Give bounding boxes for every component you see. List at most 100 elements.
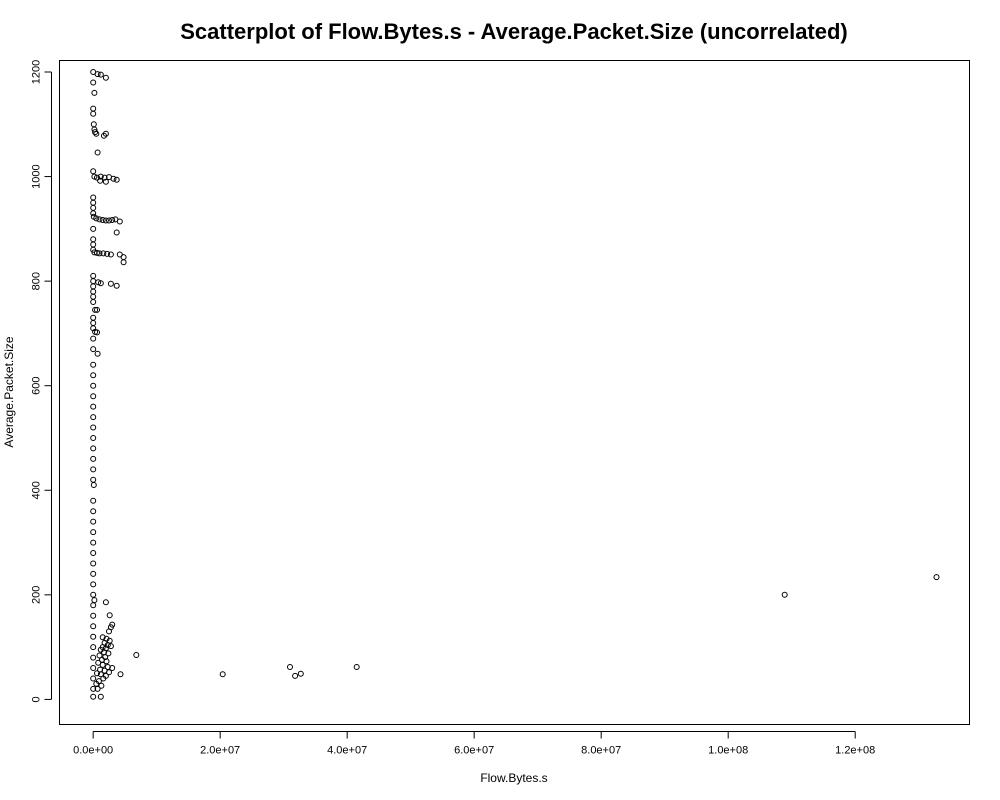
data-point bbox=[90, 508, 97, 515]
data-point bbox=[90, 346, 97, 353]
data-point bbox=[90, 539, 97, 546]
y-tick-label: 0 bbox=[31, 696, 43, 702]
data-point bbox=[90, 288, 97, 295]
data-point bbox=[287, 664, 293, 670]
data-point bbox=[97, 693, 104, 700]
x-axis-label: Flow.Bytes.s bbox=[480, 771, 547, 785]
data-point bbox=[90, 79, 97, 86]
data-point bbox=[90, 476, 97, 483]
data-point bbox=[781, 591, 788, 598]
data-point bbox=[90, 278, 97, 285]
data-point bbox=[93, 215, 100, 222]
data-point bbox=[90, 482, 97, 488]
data-point bbox=[90, 414, 97, 421]
data-point bbox=[90, 393, 97, 400]
data-point bbox=[90, 320, 97, 326]
data-point bbox=[90, 654, 97, 661]
data-point bbox=[90, 110, 97, 117]
data-point bbox=[90, 602, 97, 609]
data-point bbox=[90, 272, 97, 279]
x-tick-label: 1.2e+08 bbox=[835, 745, 875, 757]
data-point bbox=[110, 175, 117, 182]
x-tick-label: 2.0e+07 bbox=[200, 745, 240, 757]
data-point bbox=[98, 682, 105, 689]
data-point bbox=[90, 591, 97, 598]
data-point bbox=[100, 675, 107, 682]
data-point bbox=[90, 581, 97, 588]
y-tick-label: 600 bbox=[31, 377, 43, 395]
data-point bbox=[90, 314, 97, 321]
data-point bbox=[90, 241, 97, 248]
data-point bbox=[90, 293, 97, 300]
y-axis-label: Average.Packet.Size bbox=[2, 336, 16, 448]
data-point bbox=[90, 560, 97, 567]
data-point bbox=[90, 455, 97, 462]
data-point bbox=[133, 652, 140, 658]
data-points bbox=[90, 69, 940, 700]
data-point bbox=[90, 685, 97, 692]
data-point bbox=[94, 71, 101, 78]
x-tick-label: 0.0e+00 bbox=[73, 745, 113, 757]
data-point bbox=[90, 382, 97, 389]
data-point bbox=[94, 685, 101, 692]
data-point bbox=[90, 497, 97, 504]
data-point bbox=[106, 612, 113, 619]
y-tick-label: 800 bbox=[31, 272, 43, 290]
data-point bbox=[99, 217, 106, 223]
data-point bbox=[90, 633, 97, 640]
data-point bbox=[90, 518, 97, 525]
y-tick-label: 200 bbox=[31, 586, 43, 604]
data-point bbox=[107, 280, 114, 287]
data-point bbox=[292, 672, 299, 679]
data-point bbox=[102, 178, 109, 185]
data-point bbox=[94, 350, 101, 357]
data-point bbox=[105, 650, 112, 657]
data-point bbox=[94, 306, 100, 313]
data-point bbox=[101, 132, 107, 139]
data-point bbox=[106, 628, 112, 635]
data-point bbox=[353, 664, 360, 670]
x-tick-label: 1.0e+08 bbox=[708, 745, 748, 757]
data-point bbox=[90, 283, 97, 290]
data-point bbox=[113, 282, 120, 289]
data-point bbox=[120, 254, 127, 261]
data-point bbox=[90, 665, 97, 671]
data-point bbox=[90, 675, 97, 682]
data-point bbox=[90, 194, 97, 201]
data-point bbox=[90, 403, 97, 410]
data-point bbox=[90, 225, 97, 232]
data-point bbox=[109, 665, 116, 671]
data-point bbox=[117, 671, 124, 678]
data-point bbox=[90, 204, 97, 211]
data-point bbox=[113, 176, 120, 183]
data-point bbox=[91, 597, 98, 604]
data-point bbox=[93, 130, 100, 137]
data-point bbox=[107, 251, 114, 258]
data-point bbox=[90, 210, 97, 217]
data-point bbox=[113, 229, 120, 236]
data-point bbox=[102, 217, 109, 224]
x-axis: 0.0e+00 2.0e+07 4.0e+07 6.0e+07 8.0e+07 1.0e+… bbox=[73, 731, 875, 757]
data-point bbox=[90, 570, 97, 577]
data-point bbox=[97, 71, 104, 78]
data-point bbox=[91, 89, 98, 96]
data-point bbox=[94, 329, 100, 336]
data-point bbox=[297, 670, 304, 677]
data-point bbox=[90, 424, 97, 431]
data-point bbox=[97, 280, 104, 287]
data-point bbox=[90, 361, 97, 368]
data-point bbox=[90, 466, 97, 473]
data-point bbox=[90, 199, 97, 206]
data-point bbox=[933, 574, 940, 581]
data-point bbox=[92, 129, 99, 136]
data-point bbox=[104, 250, 111, 257]
data-point bbox=[91, 173, 98, 180]
data-point bbox=[90, 168, 97, 175]
data-point bbox=[96, 216, 103, 223]
x-tick-label: 8.0e+07 bbox=[581, 745, 621, 757]
data-point bbox=[90, 121, 97, 128]
data-point bbox=[104, 642, 111, 648]
data-point bbox=[90, 550, 97, 556]
data-point bbox=[97, 173, 104, 180]
data-point bbox=[90, 644, 97, 651]
